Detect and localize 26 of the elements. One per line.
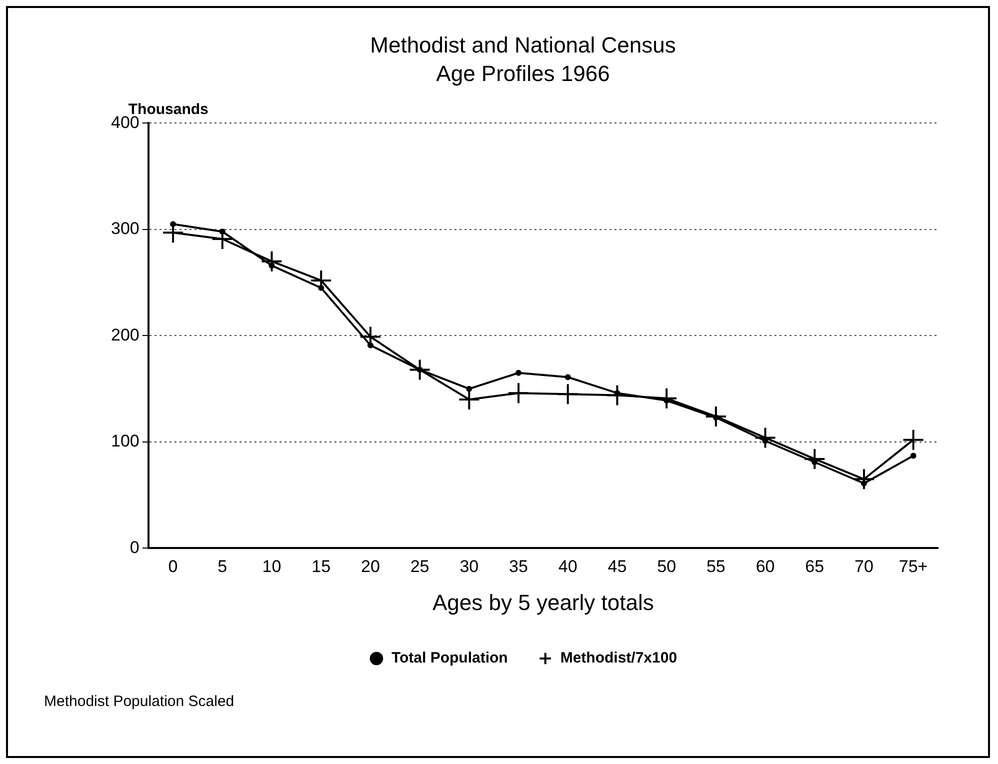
x-tick-label: 15 <box>312 557 331 576</box>
x-tick-label: 35 <box>509 557 528 576</box>
x-tick-label: 45 <box>608 557 627 576</box>
y-tick-label: 200 <box>110 325 140 344</box>
x-tick-label: 20 <box>360 557 380 576</box>
x-tick-label: 5 <box>218 557 228 576</box>
y-tick-label: 0 <box>130 538 140 557</box>
chart-title: Methodist and National Census Age Profiles 1966 <box>370 32 676 86</box>
x-tick-label: 40 <box>558 557 578 576</box>
y-tick-label: 300 <box>110 219 140 238</box>
y-tick-label: 400 <box>110 112 140 132</box>
x-tick-label: 65 <box>805 557 824 576</box>
x-tick-label: 25 <box>410 557 430 576</box>
x-axis-title: Ages by 5 yearly totals <box>432 590 654 615</box>
x-tick-label: 60 <box>756 557 775 576</box>
text: Methodist Population Scaled <box>44 693 234 710</box>
x-tick-label: 0 <box>168 557 178 576</box>
x-tick-label: 75+ <box>898 557 928 576</box>
x-tick-label: 55 <box>706 557 726 576</box>
x-tick-label: 50 <box>657 557 676 576</box>
legend-label: Methodist/7x100 <box>560 650 678 667</box>
legend-label: Total Population <box>391 650 508 667</box>
x-tick-label: 30 <box>460 557 479 576</box>
y-tick-label: 100 <box>110 432 140 451</box>
x-tick-label: 70 <box>854 557 874 576</box>
x-tick-label: 10 <box>262 557 282 576</box>
